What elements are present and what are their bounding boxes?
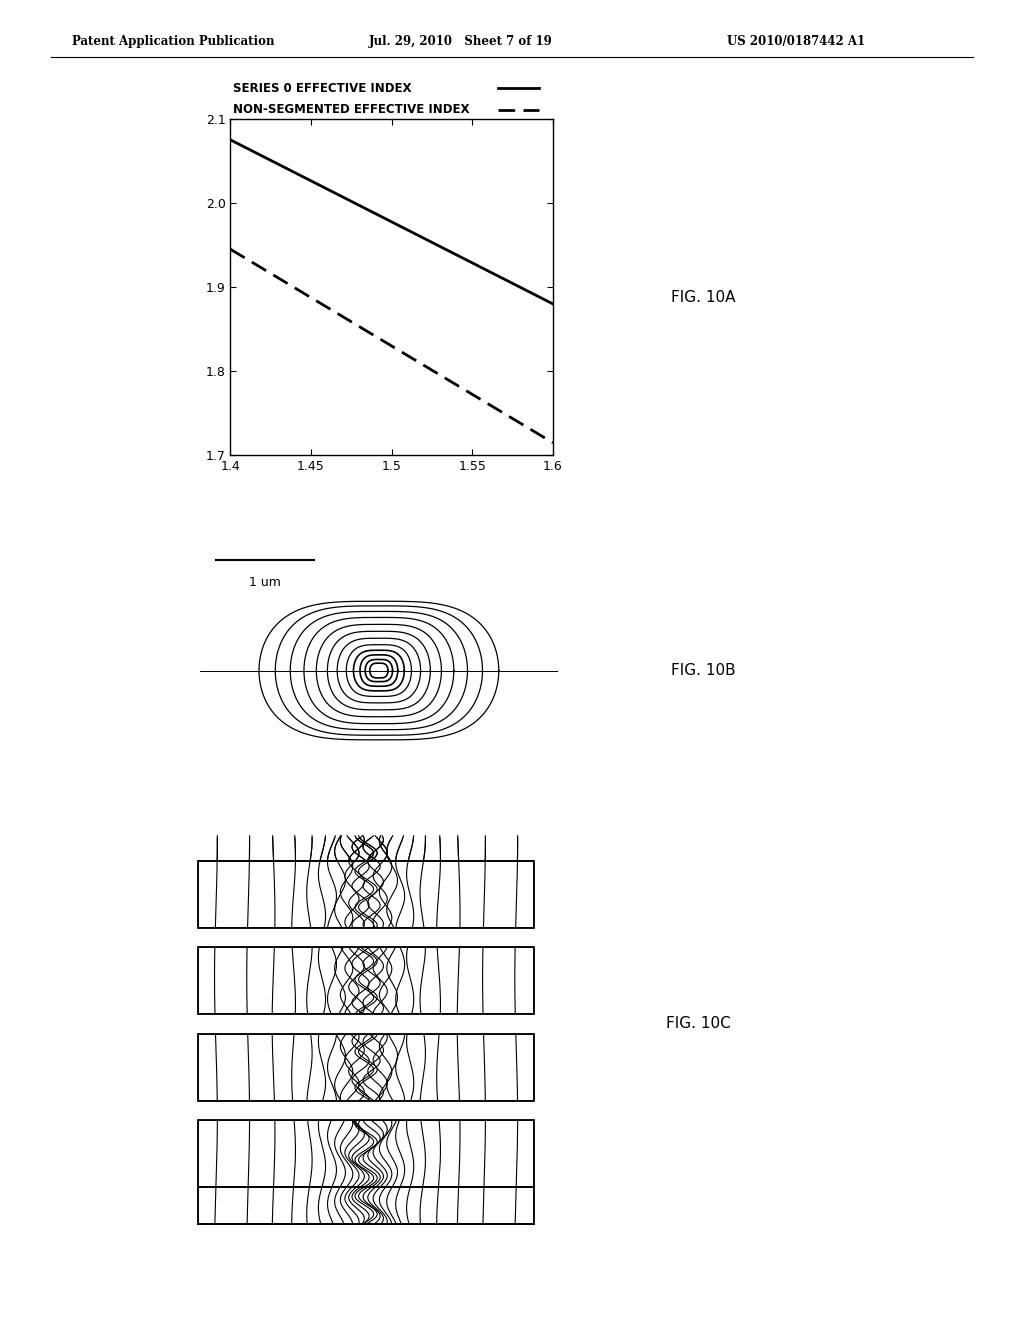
Text: US 2010/0187442 A1: US 2010/0187442 A1 [727,34,865,48]
Text: SERIES 0 EFFECTIVE INDEX: SERIES 0 EFFECTIVE INDEX [233,82,412,95]
Bar [199,1187,534,1224]
Text: FIG. 10C: FIG. 10C [666,1015,730,1031]
Bar [180,1101,552,1121]
Bar [199,948,534,1014]
Bar [199,1187,534,1224]
Bar [199,1121,534,1187]
Text: Patent Application Publication: Patent Application Publication [72,34,274,48]
Bar [199,1121,534,1187]
Bar [199,1034,534,1101]
Bar [534,804,552,1224]
Text: NON-SEGMENTED EFFECTIVE INDEX: NON-SEGMENTED EFFECTIVE INDEX [233,103,470,116]
Bar [180,804,199,1224]
Bar [199,948,534,1014]
Bar [180,1014,552,1034]
Bar [199,1034,534,1101]
Text: FIG. 10B: FIG. 10B [671,663,735,678]
Text: FIG. 10A: FIG. 10A [671,289,735,305]
Bar [199,861,534,928]
Text: 1 um: 1 um [249,576,281,589]
Text: Jul. 29, 2010   Sheet 7 of 19: Jul. 29, 2010 Sheet 7 of 19 [369,34,552,48]
Bar [180,928,552,948]
Bar [199,861,534,928]
